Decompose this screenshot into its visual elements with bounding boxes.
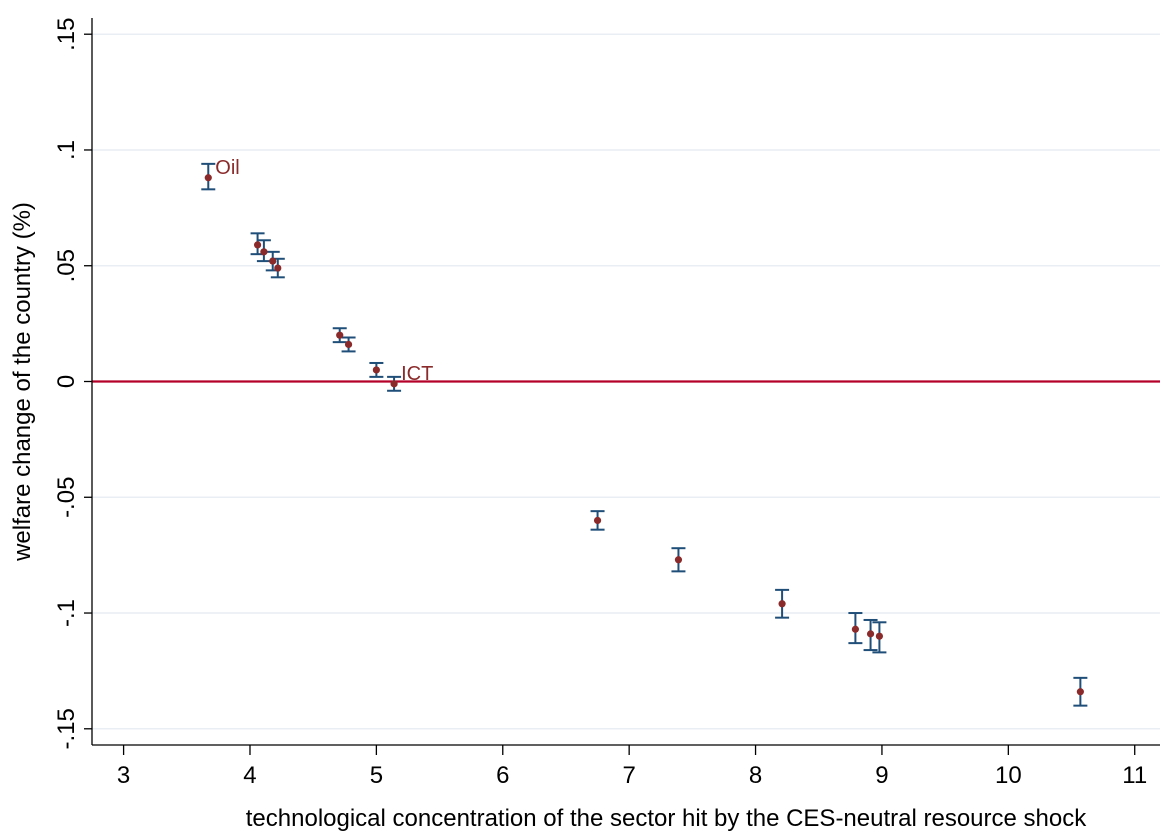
data-point: [593, 516, 602, 525]
data-point: [269, 257, 277, 265]
y-tick-label: .1: [53, 140, 80, 160]
data-point: [274, 264, 282, 272]
x-tick-label: 6: [496, 762, 509, 789]
data-points: [204, 174, 1084, 696]
point-annotation: Oil: [215, 157, 239, 179]
y-tick-label: .05: [53, 249, 80, 282]
data-point: [674, 556, 683, 564]
data-point: [1076, 688, 1084, 696]
point-annotations: Oil ICT: [215, 157, 433, 385]
data-point: [851, 625, 859, 633]
y-tick-label: -.15: [53, 708, 80, 749]
x-tick-label: 11: [1122, 762, 1147, 789]
data-point: [372, 366, 380, 374]
x-tick-label: 5: [370, 762, 383, 789]
x-tick-label: 10: [995, 762, 1022, 789]
data-point: [875, 632, 884, 640]
y-axis-title: welfare change of the country (%): [9, 202, 36, 562]
x-tick-label: 9: [875, 762, 888, 789]
data-point: [260, 248, 268, 256]
y-axis: -.15 -.1 -.05 0 .05 .1 .15: [53, 18, 93, 749]
x-tick-label: 3: [117, 762, 130, 789]
data-point: [344, 340, 353, 349]
y-tick-label: 0: [53, 375, 80, 388]
data-point: [390, 380, 398, 388]
x-axis-title: technological concentration of the secto…: [246, 805, 1087, 832]
data-point: [253, 241, 262, 249]
x-tick-label: 7: [622, 762, 635, 789]
x-tick-label: 8: [749, 762, 762, 789]
x-tick-label: 4: [243, 762, 256, 789]
data-point: [204, 174, 212, 182]
data-point: [778, 600, 786, 608]
x-axis: 3 4 5 6 7 8 9 10 11: [92, 744, 1160, 789]
point-annotation: ICT: [401, 363, 433, 385]
y-tick-label: -.1: [53, 599, 80, 627]
y-tick-label: .15: [53, 18, 80, 51]
data-point: [336, 331, 344, 339]
error-bars: [201, 162, 1088, 707]
data-point: [866, 630, 875, 638]
y-tick-label: -.05: [53, 477, 80, 518]
